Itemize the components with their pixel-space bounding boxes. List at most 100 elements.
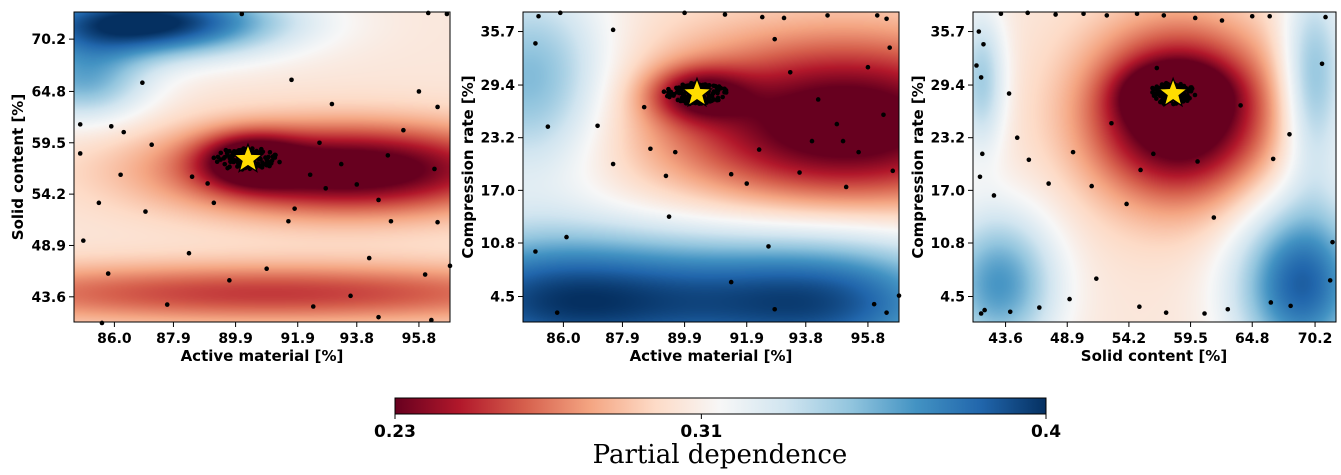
sample-point: [982, 307, 987, 313]
sample-point: [772, 306, 778, 312]
sample-point: [1104, 13, 1110, 18]
x-tick-label: 89.9: [667, 331, 702, 347]
sample-point: [865, 64, 871, 70]
cluster-point: [711, 89, 717, 94]
sample-point: [728, 171, 734, 177]
sample-point: [1037, 305, 1042, 310]
y-tick-label: 17.0: [930, 183, 965, 199]
sample-point: [186, 250, 192, 256]
cluster-point: [232, 157, 237, 163]
sample-point: [1053, 12, 1058, 17]
sample-point: [310, 304, 316, 309]
cluster-point: [720, 94, 725, 100]
y-axis-label-3: Compression rate [%]: [909, 75, 927, 258]
y-tick-label: 23.2: [480, 131, 515, 147]
sample-point: [766, 244, 771, 249]
sample-point: [149, 142, 154, 148]
x-tick-label: 87.9: [156, 331, 191, 347]
y-tick-label: 70.2: [31, 32, 66, 48]
sample-point: [610, 27, 616, 33]
y-tick-label: 4.5: [490, 290, 515, 306]
sample-point: [329, 101, 335, 107]
cluster-point: [1185, 98, 1190, 104]
sample-point: [77, 122, 83, 127]
panel-3: 43.6 48.9 54.2 59.5 64.8 70.2 4.5 10.8 17.0 23.2…: [909, 10, 1337, 365]
sample-point: [1025, 10, 1030, 16]
sample-point: [99, 320, 105, 326]
sample-point: [1138, 167, 1143, 173]
cluster-point: [218, 150, 224, 156]
sample-point: [1219, 18, 1225, 23]
sample-point: [981, 41, 986, 47]
sample-point: [887, 45, 892, 50]
cluster-point: [223, 147, 229, 153]
sample-point: [1026, 157, 1032, 163]
sample-point: [1163, 310, 1169, 315]
cluster-point: [702, 82, 708, 87]
cluster-point: [1152, 92, 1157, 97]
sample-point: [1161, 13, 1167, 18]
cluster-point: [715, 88, 721, 94]
cluster-point: [706, 93, 712, 98]
sample-point: [1081, 11, 1086, 16]
sample-point: [264, 266, 269, 272]
sample-point: [890, 168, 896, 174]
cluster-point: [227, 148, 232, 154]
sample-point: [1094, 276, 1099, 281]
sample-point: [1319, 61, 1325, 67]
sample-point: [533, 41, 538, 46]
cluster-point: [222, 161, 228, 167]
sample-point: [1006, 91, 1012, 96]
cluster-point: [666, 90, 671, 95]
sample-point: [797, 170, 802, 175]
y-tick-label: 43.6: [31, 290, 66, 306]
cluster-point: [224, 153, 230, 158]
sample-point: [140, 80, 145, 86]
optimum-star-3: [1157, 76, 1190, 108]
sample-point: [884, 310, 889, 315]
x-tick-label: 86.0: [97, 331, 132, 347]
cluster-point: [677, 88, 682, 94]
sample-point: [1154, 65, 1160, 71]
sample-point: [1270, 156, 1276, 162]
sample-point: [871, 301, 877, 307]
x-tick-label: 91.9: [280, 331, 315, 347]
sample-point: [1046, 181, 1051, 186]
cluster-point: [661, 89, 667, 95]
cluster-point: [268, 161, 274, 166]
sample-point: [641, 104, 647, 110]
cluster-point: [722, 86, 727, 92]
y-tick-label: 29.4: [480, 78, 515, 94]
sample-point: [1007, 309, 1013, 315]
sample-point: [401, 127, 406, 133]
sample-point: [557, 10, 563, 16]
colorbar-tick-label: 0.31: [680, 422, 722, 442]
y-ticks-1: 43.6 48.9 54.2 59.5 64.8 70.2: [31, 32, 74, 306]
sample-point: [840, 138, 846, 144]
sample-point: [759, 14, 765, 20]
y-tick-label: 10.8: [930, 236, 965, 252]
sample-point: [307, 172, 313, 178]
cluster-point: [218, 157, 223, 162]
sample-point: [388, 218, 394, 224]
x-axis-label-1: Active material [%]: [181, 347, 344, 365]
x-ticks-2: 86.0 87.9 89.9 91.9 93.8 95.8: [546, 322, 885, 347]
colorbar-ticks: 0.23 0.31 0.4: [374, 414, 1061, 442]
sample-point: [744, 181, 750, 186]
cluster-point: [709, 98, 715, 103]
sample-point: [666, 214, 672, 219]
sample-point: [227, 278, 232, 283]
cluster-point: [231, 149, 237, 154]
cluster-point: [211, 155, 217, 161]
colorbar-label: Partial dependence: [593, 440, 848, 470]
sample-point: [978, 75, 984, 80]
sample-point: [189, 174, 195, 179]
cluster-point: [277, 159, 282, 165]
sample-point: [974, 63, 979, 68]
cluster-point: [1185, 93, 1190, 99]
sample-point: [1287, 132, 1292, 137]
sample-point: [648, 146, 653, 152]
sample-point: [376, 314, 381, 320]
sample-point: [323, 186, 329, 191]
